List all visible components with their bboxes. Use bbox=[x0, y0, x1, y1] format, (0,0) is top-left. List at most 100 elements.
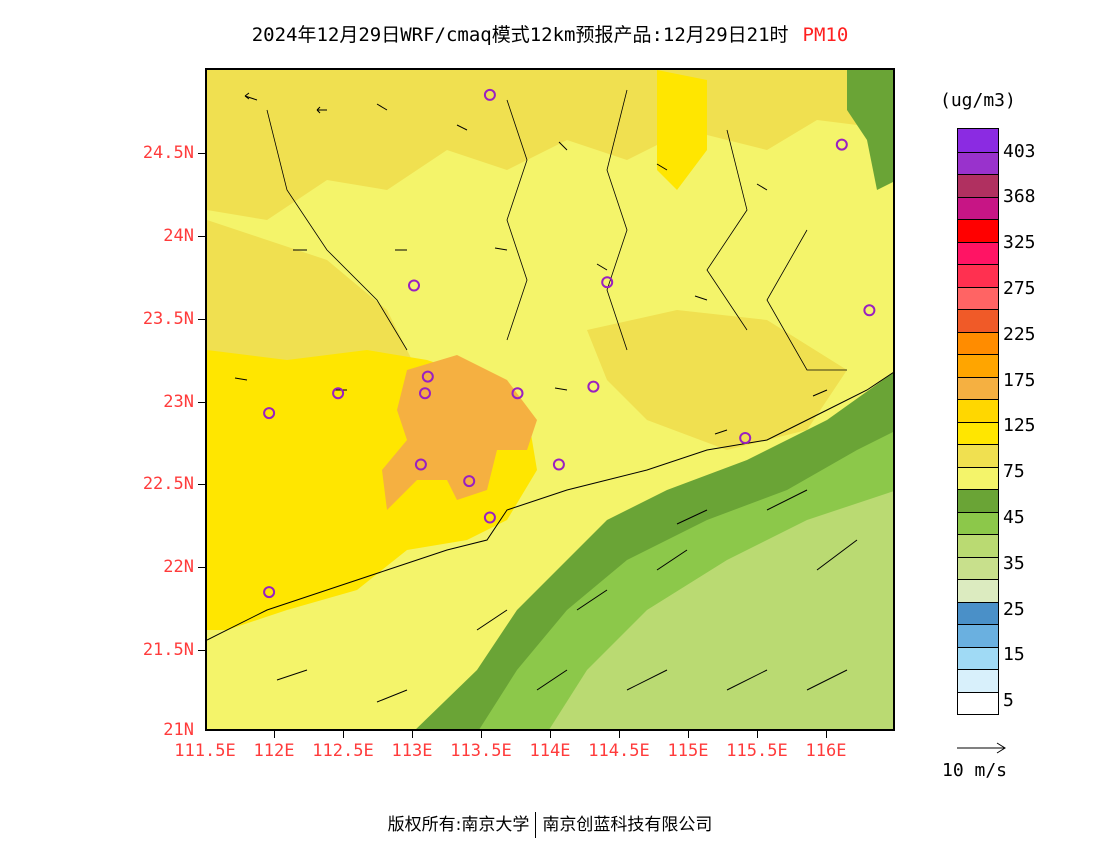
lon-label-1125: 112.5E bbox=[312, 741, 374, 761]
color-bar-swatch bbox=[958, 691, 998, 714]
lat-label-245: 24.5N bbox=[142, 143, 194, 163]
lon-label-114: 114E bbox=[529, 741, 571, 761]
legend-label-25: 25 bbox=[1003, 599, 1025, 620]
lon-tick bbox=[688, 731, 689, 738]
color-bar-swatch bbox=[958, 624, 998, 647]
color-bar-swatch bbox=[958, 669, 998, 692]
legend-label-368: 368 bbox=[1003, 186, 1036, 207]
lon-tick bbox=[550, 731, 551, 738]
station-marker bbox=[263, 586, 276, 599]
forecast-map bbox=[205, 68, 895, 731]
color-bar-swatch bbox=[958, 219, 998, 242]
monitoring-stations bbox=[263, 88, 876, 599]
wind-vectors bbox=[234, 92, 858, 703]
legend-label-275: 275 bbox=[1003, 278, 1036, 299]
station-marker bbox=[739, 432, 752, 444]
color-bar-swatch bbox=[958, 511, 998, 534]
wind-reference-arrow bbox=[957, 742, 1006, 754]
color-bar-swatch bbox=[958, 354, 998, 377]
station-marker bbox=[511, 387, 524, 400]
legend-label-175: 175 bbox=[1003, 370, 1036, 391]
lon-label-1115: 111.5E bbox=[174, 741, 236, 761]
color-bar-swatch bbox=[958, 579, 998, 602]
station-marker bbox=[408, 279, 420, 292]
legend-label-125: 125 bbox=[1003, 415, 1036, 436]
lat-label-215: 21.5N bbox=[142, 640, 194, 660]
lat-tick bbox=[198, 319, 205, 320]
color-bar-swatch bbox=[958, 399, 998, 422]
lon-tick bbox=[412, 731, 413, 738]
color-bar-swatch bbox=[958, 534, 998, 557]
color-bar-swatch bbox=[958, 309, 998, 332]
color-bar-swatch bbox=[958, 241, 998, 264]
lat-tick bbox=[198, 650, 205, 651]
color-bar-swatch bbox=[958, 556, 998, 579]
station-marker bbox=[414, 458, 427, 471]
legend-label-75: 75 bbox=[1003, 461, 1025, 482]
map-title: 2024年12月29日WRF/cmaq模式12km预报产品:12月29日21时 P… bbox=[0, 20, 1100, 47]
lat-tick bbox=[198, 236, 205, 237]
lon-tick bbox=[481, 731, 482, 738]
color-bar-swatch bbox=[958, 444, 998, 467]
province-boundaries bbox=[266, 89, 847, 371]
lat-label-24: 24N bbox=[163, 226, 194, 246]
legend-label-225: 225 bbox=[1003, 324, 1036, 345]
variable-label: PM10 bbox=[802, 24, 849, 46]
lon-label-1155: 115.5E bbox=[726, 741, 788, 761]
legend-units: (ug/m3) bbox=[940, 90, 1016, 111]
band-125-north bbox=[657, 70, 707, 190]
coastline bbox=[207, 372, 893, 641]
legend-label-15: 15 bbox=[1003, 644, 1025, 665]
lat-tick bbox=[198, 153, 205, 154]
station-marker bbox=[863, 304, 876, 317]
wind-reference-label: 10 m/s bbox=[942, 760, 1008, 781]
legend-label-5: 5 bbox=[1003, 690, 1014, 711]
lon-label-112: 112E bbox=[253, 741, 295, 761]
lon-label-115: 115E bbox=[667, 741, 709, 761]
lat-label-225: 22.5N bbox=[142, 474, 194, 494]
color-bar-swatch bbox=[958, 466, 998, 489]
color-bar bbox=[957, 128, 999, 715]
lat-tick bbox=[198, 567, 205, 568]
station-marker bbox=[419, 387, 431, 400]
station-marker bbox=[587, 380, 600, 393]
legend-label-35: 35 bbox=[1003, 553, 1025, 574]
band-35 bbox=[549, 491, 893, 729]
color-bar-swatch bbox=[958, 151, 998, 174]
lon-tick bbox=[619, 731, 620, 738]
legend-label-403: 403 bbox=[1003, 141, 1036, 162]
station-marker bbox=[263, 407, 276, 420]
color-bar-swatch bbox=[958, 174, 998, 197]
band-75-east bbox=[587, 310, 847, 450]
station-marker bbox=[463, 475, 476, 488]
title-text: 2024年12月29日WRF/cmaq模式12km预报产品:12月29日21时 bbox=[251, 24, 789, 46]
lon-label-1135: 113.5E bbox=[450, 741, 512, 761]
color-bar-swatch bbox=[958, 264, 998, 287]
color-bar-swatch bbox=[958, 196, 998, 219]
legend-label-45: 45 bbox=[1003, 507, 1025, 528]
color-bar-swatch bbox=[958, 601, 998, 624]
station-marker bbox=[601, 276, 614, 289]
station-marker bbox=[332, 387, 345, 400]
copyright-left: 版权所有:南京大学 bbox=[387, 815, 530, 835]
lon-label-116: 116E bbox=[805, 741, 847, 761]
map-canvas bbox=[207, 70, 893, 729]
copyright-footer: 版权所有:南京大学 南京创蓝科技有限公司 bbox=[0, 810, 1100, 838]
lon-tick bbox=[826, 731, 827, 738]
lon-label-113: 113E bbox=[391, 741, 433, 761]
station-marker bbox=[421, 370, 434, 383]
lat-label-21: 21N bbox=[163, 720, 194, 740]
station-marker bbox=[835, 138, 848, 151]
color-bar-swatch bbox=[958, 331, 998, 354]
lon-tick bbox=[757, 731, 758, 738]
band-75-north bbox=[207, 70, 893, 220]
station-marker bbox=[552, 458, 565, 471]
lat-label-23: 23N bbox=[163, 392, 194, 412]
color-bar-swatch bbox=[958, 489, 998, 512]
color-bar-swatch bbox=[958, 286, 998, 309]
lat-tick bbox=[198, 402, 205, 403]
band-45-northeast bbox=[847, 70, 893, 190]
legend-label-325: 325 bbox=[1003, 232, 1036, 253]
copyright-right: 南京创蓝科技有限公司 bbox=[542, 815, 713, 835]
lat-tick bbox=[198, 484, 205, 485]
